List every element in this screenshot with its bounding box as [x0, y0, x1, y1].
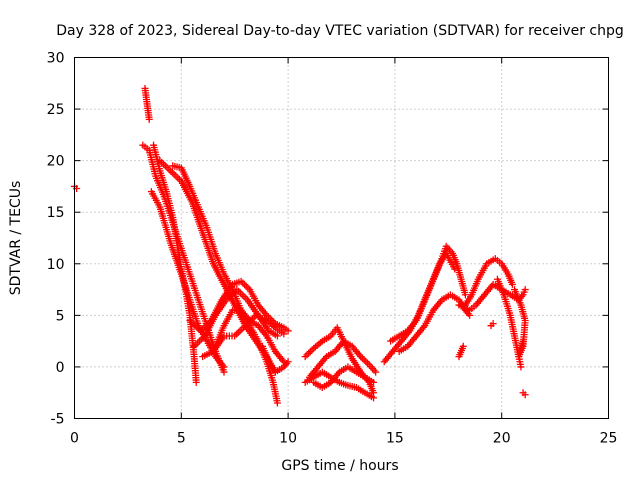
data-point — [284, 358, 292, 366]
data-point — [234, 329, 242, 337]
data-point — [303, 351, 311, 359]
x-axis-label: GPS time / hours — [281, 458, 398, 474]
data-point — [238, 291, 246, 299]
x-tick-label: 20 — [493, 431, 511, 447]
x-tick-label: 25 — [600, 431, 618, 447]
y-tick-label: 25 — [47, 102, 65, 118]
data-point — [192, 378, 200, 386]
data-point — [372, 368, 380, 376]
y-tick-label: 15 — [47, 205, 65, 221]
data-point — [190, 342, 198, 350]
y-tick-label: 5 — [56, 308, 65, 324]
data-point — [195, 337, 203, 345]
x-tick-label: 0 — [70, 431, 79, 447]
data-point — [240, 292, 248, 300]
x-tick-label: 15 — [386, 431, 404, 447]
y-tick-label: 0 — [56, 360, 65, 376]
data-point — [284, 327, 292, 335]
data-point — [273, 399, 281, 407]
x-tick-label: 10 — [279, 431, 297, 447]
data-point — [236, 327, 244, 335]
data-point — [519, 337, 527, 345]
axis-ticks: 0 5 10 15 20 25 -5 0 5 10 15 20 25 30 — [47, 51, 618, 447]
data-point — [362, 358, 370, 366]
data-point — [280, 330, 288, 338]
data-point — [517, 363, 525, 371]
data-point — [306, 348, 314, 356]
data-point — [521, 391, 529, 399]
data-point — [163, 164, 171, 172]
data-point — [239, 279, 247, 287]
data-point — [174, 174, 182, 182]
plot-frame — [74, 57, 609, 419]
data-point — [461, 291, 469, 299]
data-points — [71, 84, 529, 407]
y-axis-label: SDTVAR / TECUs — [8, 181, 24, 296]
y-tick-label: 20 — [47, 154, 65, 170]
data-point — [370, 394, 378, 402]
y-tick-label: 30 — [47, 51, 65, 67]
data-point — [459, 342, 467, 350]
data-point — [232, 330, 240, 338]
data-point — [273, 332, 281, 340]
data-point — [165, 165, 173, 173]
data-point — [370, 378, 378, 386]
data-point — [168, 169, 176, 177]
data-point — [508, 280, 516, 288]
data-point — [521, 286, 529, 294]
data-point — [242, 282, 250, 290]
x-tick-label: 5 — [177, 431, 186, 447]
data-point — [364, 359, 372, 367]
data-point — [220, 363, 228, 371]
data-point — [170, 170, 178, 178]
data-point — [451, 265, 459, 273]
data-point — [242, 294, 250, 302]
grid-lines — [74, 57, 609, 419]
data-point — [236, 289, 244, 297]
data-point — [145, 115, 153, 123]
y-tick-label: -5 — [51, 412, 65, 428]
data-point — [489, 320, 497, 328]
data-point — [301, 353, 309, 361]
data-point — [305, 349, 313, 357]
data-point — [172, 172, 180, 180]
data-point — [360, 356, 368, 364]
y-tick-label: 10 — [47, 257, 65, 273]
chart-title: Day 328 of 2023, Sidereal Day-to-day VTE… — [56, 23, 624, 39]
data-point — [358, 354, 366, 362]
